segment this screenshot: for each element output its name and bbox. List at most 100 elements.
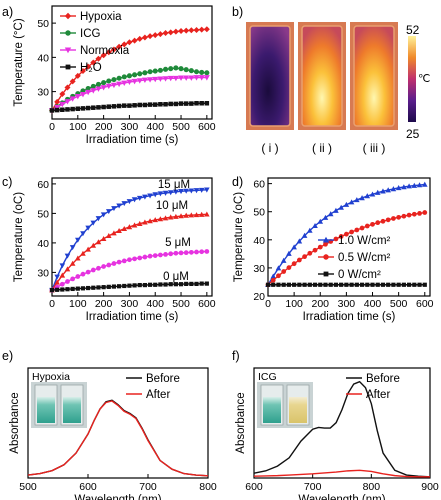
x-tick-label: 600 <box>198 298 216 310</box>
x-tick-label: 800 <box>363 481 381 493</box>
data-point <box>80 271 86 277</box>
data-point <box>127 257 132 263</box>
legend-label: ICG <box>80 28 101 40</box>
cuvette-photo <box>257 382 313 428</box>
data-point <box>105 49 112 56</box>
legend-label: Before <box>366 373 400 385</box>
data-point <box>406 282 412 287</box>
data-point <box>359 282 365 287</box>
series-2 <box>49 75 210 114</box>
x-tick-label: 700 <box>304 481 322 493</box>
panel-b: b) ( i ) ( ii ) ( iii ) 52 25 ℃ <box>232 5 430 155</box>
y-tick-label: 50 <box>37 18 49 30</box>
data-point <box>370 282 375 287</box>
data-point <box>131 222 138 228</box>
data-point <box>116 43 123 50</box>
data-point <box>54 274 60 280</box>
data-point <box>401 282 406 287</box>
x-tick-label: 500 <box>172 121 190 133</box>
data-point <box>286 265 292 271</box>
data-point <box>359 225 365 231</box>
data-point <box>348 199 355 205</box>
thermal-cuvette <box>250 26 290 126</box>
data-point <box>141 77 148 83</box>
data-point <box>122 283 127 289</box>
panel-f: 600 700 800 900 Wavelength (nm) Absorbance f) I… <box>232 349 439 500</box>
colorbar-unit-label: ℃ <box>418 73 430 85</box>
data-point <box>359 195 365 201</box>
data-point <box>188 27 195 34</box>
data-point <box>90 83 96 90</box>
y-axis-label: Temperature (oC) <box>233 192 245 282</box>
sample-label: ( iii ) <box>363 141 386 155</box>
data-point <box>167 75 174 82</box>
x-tick-label: 500 <box>172 298 190 310</box>
data-point <box>111 284 117 289</box>
data-point <box>163 252 168 257</box>
legend-label: H₂O <box>80 62 102 74</box>
data-point <box>380 218 386 224</box>
data-point <box>142 70 148 76</box>
data-point <box>401 213 407 219</box>
data-point <box>127 103 132 108</box>
data-point <box>203 26 210 33</box>
data-point <box>157 76 164 82</box>
data-point <box>173 282 178 287</box>
data-point <box>111 104 117 109</box>
data-point <box>136 35 143 42</box>
data-point <box>101 80 107 86</box>
data-point <box>344 282 349 287</box>
data-point <box>380 282 386 287</box>
data-point <box>74 94 81 100</box>
data-point <box>91 285 96 290</box>
data-point <box>142 102 148 108</box>
data-point <box>64 84 71 91</box>
legend-label: Hypoxia <box>80 11 122 23</box>
data-point <box>80 286 86 291</box>
data-point <box>344 231 349 237</box>
data-point <box>395 185 402 191</box>
data-point <box>111 261 117 266</box>
data-point <box>80 231 86 237</box>
data-point <box>322 214 329 220</box>
data-point <box>183 250 189 256</box>
data-point <box>111 206 117 212</box>
data-point <box>411 211 417 217</box>
data-point <box>270 277 276 283</box>
data-point <box>80 106 86 111</box>
data-point <box>60 107 65 113</box>
data-point <box>276 282 281 287</box>
series-3 <box>49 100 210 113</box>
thermal-sample-3: ( iii ) <box>350 22 398 155</box>
data-point <box>49 108 55 113</box>
data-point <box>137 282 142 288</box>
data-point <box>162 66 169 72</box>
legend-marker <box>65 64 71 70</box>
data-point <box>198 211 205 217</box>
panel-letter: e) <box>2 349 13 363</box>
y-tick-label: 40 <box>253 235 265 247</box>
x-axis-label: Irradiation time (s) <box>86 134 179 146</box>
data-point <box>391 282 396 287</box>
data-point <box>132 103 137 108</box>
data-point <box>296 257 302 263</box>
data-point <box>178 27 185 34</box>
x-tick-label: 200 <box>95 121 113 133</box>
data-point <box>121 258 127 264</box>
data-point <box>198 75 205 81</box>
panel-c: 0 100 200 300 400 500 600 30 40 50 60 Irradiation t… <box>2 175 216 323</box>
y-tick-label: 40 <box>37 52 49 64</box>
data-point <box>301 232 308 238</box>
data-point <box>370 221 375 227</box>
data-point <box>96 105 101 110</box>
data-point <box>95 55 102 62</box>
data-point <box>152 217 159 223</box>
data-point <box>204 281 209 286</box>
data-point <box>167 190 174 196</box>
series-1 <box>265 210 428 288</box>
data-point <box>173 101 179 107</box>
data-point <box>194 281 199 287</box>
data-point <box>132 283 137 288</box>
data-point <box>406 183 412 189</box>
data-point <box>90 220 97 226</box>
